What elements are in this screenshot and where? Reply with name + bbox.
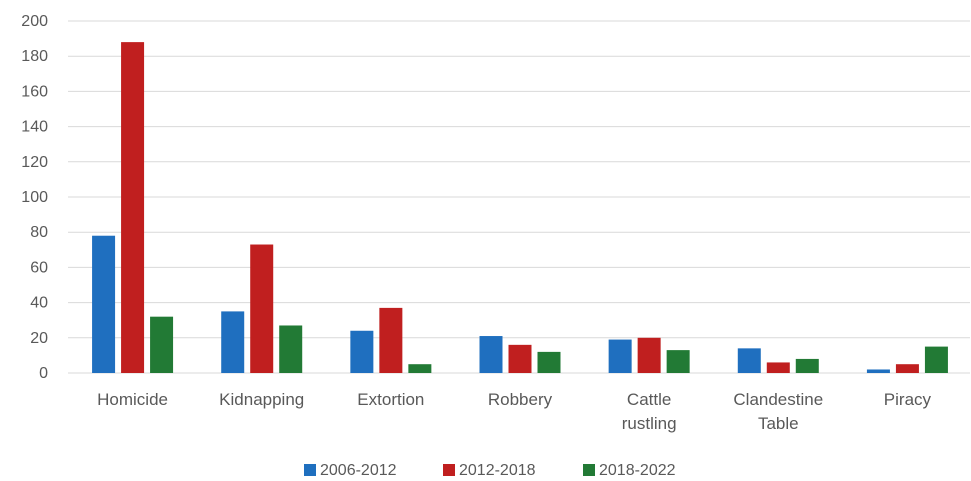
x-category-label-line: rustling — [622, 414, 677, 433]
legend-swatch — [304, 464, 316, 476]
x-category-label: Clandestine Table — [733, 390, 823, 433]
x-category-label: Homicide — [97, 390, 168, 409]
bar-2006-2012-cattle-rustling — [608, 339, 632, 373]
y-tick-label: 80 — [30, 224, 48, 241]
bar-2006-2012-homicide — [92, 235, 116, 373]
bar-2006-2012-kidnapping — [221, 311, 245, 373]
bar-2012-2018-cattle-rustling — [637, 337, 661, 373]
bar-2018-2022-robbery — [537, 351, 561, 373]
bar-2006-2012-robbery — [479, 336, 503, 373]
legend-label: 2006-2012 — [320, 462, 397, 479]
x-category-label-line: Table — [758, 414, 799, 433]
bar-2006-2012-piracy — [866, 369, 890, 373]
x-category-label: Extortion — [357, 390, 424, 409]
y-axis-tick-labels: 0 20 40 60 80 100 120 140 160 180 200 — [21, 13, 48, 382]
bar-2012-2018-kidnapping — [250, 244, 274, 373]
y-tick-label: 140 — [21, 119, 48, 136]
legend-item: 2012-2018 — [443, 462, 536, 479]
y-tick-label: 20 — [30, 330, 48, 347]
y-tick-label: 160 — [21, 83, 48, 100]
y-tick-label: 120 — [21, 154, 48, 171]
bar-2012-2018-homicide — [121, 42, 145, 374]
y-tick-label: 60 — [30, 259, 48, 276]
bar-2006-2012-extortion — [350, 330, 374, 373]
legend-item: 2006-2012 — [304, 462, 397, 479]
bar-2018-2022-extortion — [408, 364, 432, 373]
x-category-label-line: Kidnapping — [219, 390, 304, 409]
legend: 2006-2012 2012-2018 2018-2022 — [304, 462, 676, 479]
x-category-label-line: Homicide — [97, 390, 168, 409]
y-tick-label: 200 — [21, 13, 48, 30]
bar-2018-2022-homicide — [150, 316, 174, 373]
bar-2012-2018-extortion — [379, 307, 403, 373]
gridlines — [68, 20, 970, 374]
y-tick-label: 40 — [30, 295, 48, 312]
legend-swatch — [583, 464, 595, 476]
x-category-label-line: Piracy — [884, 390, 932, 409]
bar-2018-2022-clandestine-table — [795, 358, 819, 373]
bar-2012-2018-clandestine-table — [766, 362, 790, 373]
legend-item: 2018-2022 — [583, 462, 676, 479]
y-tick-label: 100 — [21, 189, 48, 206]
bar-2006-2012-clandestine-table — [737, 348, 761, 373]
x-category-label-line: Clandestine — [733, 390, 823, 409]
legend-label: 2018-2022 — [599, 462, 676, 479]
x-category-label: Piracy — [884, 390, 932, 409]
x-category-label: Robbery — [488, 390, 553, 409]
bar-2018-2022-piracy — [924, 346, 948, 373]
legend-swatch — [443, 464, 455, 476]
x-category-label: Kidnapping — [219, 390, 304, 409]
bar-2012-2018-robbery — [508, 344, 532, 373]
y-tick-label: 180 — [21, 48, 48, 65]
x-category-label-line: Extortion — [357, 390, 424, 409]
bars — [92, 42, 948, 374]
x-category-label-line: Robbery — [488, 390, 553, 409]
bar-2012-2018-piracy — [895, 364, 919, 373]
bar-2018-2022-kidnapping — [279, 325, 303, 373]
x-category-label-line: Cattle — [627, 390, 671, 409]
y-tick-label: 0 — [39, 365, 48, 382]
legend-label: 2012-2018 — [459, 462, 536, 479]
bar-2018-2022-cattle-rustling — [666, 350, 690, 373]
x-axis-category-labels: Homicide Kidnapping Extortion Robbery Cattle… — [97, 390, 931, 433]
x-category-label: Cattle rustling — [622, 390, 677, 433]
